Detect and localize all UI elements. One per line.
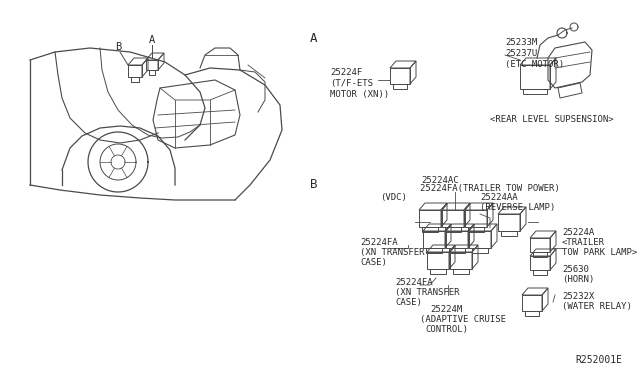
Text: 25630: 25630 <box>562 265 589 274</box>
Text: 25237U: 25237U <box>505 49 537 58</box>
Text: MOTOR (XN)): MOTOR (XN)) <box>330 90 389 99</box>
Text: CASE): CASE) <box>395 298 422 307</box>
Text: A: A <box>149 35 155 45</box>
Text: 25224AC: 25224AC <box>421 176 459 185</box>
Text: (XN TRANSFER: (XN TRANSFER <box>360 248 424 257</box>
Text: 25224F: 25224F <box>330 68 362 77</box>
Text: (REVERSE LAMP): (REVERSE LAMP) <box>480 203 556 212</box>
Text: B: B <box>115 42 121 52</box>
Text: 25224FA: 25224FA <box>360 238 397 247</box>
Text: CONTROL): CONTROL) <box>425 325 468 334</box>
Text: (VDC): (VDC) <box>380 193 407 202</box>
Text: 25224M: 25224M <box>430 305 462 314</box>
Text: (T/F-ETS: (T/F-ETS <box>330 79 373 88</box>
Text: (XN TRANSFER: (XN TRANSFER <box>395 288 460 297</box>
Text: <REAR LEVEL SUPSENSION>: <REAR LEVEL SUPSENSION> <box>490 115 614 124</box>
Text: (HORN): (HORN) <box>562 275 595 284</box>
Text: TOW PARK LAMP>: TOW PARK LAMP> <box>562 248 637 257</box>
Text: (ADAPTIVE CRUISE: (ADAPTIVE CRUISE <box>420 315 506 324</box>
Text: 25224FA: 25224FA <box>395 278 433 287</box>
Text: (ETC MOTOR): (ETC MOTOR) <box>505 60 564 69</box>
Text: 25232X: 25232X <box>562 292 595 301</box>
Text: 25224A: 25224A <box>562 228 595 237</box>
Text: 25224AA: 25224AA <box>480 193 518 202</box>
Text: R252001E: R252001E <box>575 355 622 365</box>
Text: 25224FA(TRAILER TOW POWER): 25224FA(TRAILER TOW POWER) <box>420 184 560 193</box>
Text: <TRAILER: <TRAILER <box>562 238 605 247</box>
Text: (WATER RELAY): (WATER RELAY) <box>562 302 632 311</box>
Text: A: A <box>310 32 317 45</box>
Text: CASE): CASE) <box>360 258 387 267</box>
Text: B: B <box>310 178 317 191</box>
Text: 25233M: 25233M <box>505 38 537 47</box>
